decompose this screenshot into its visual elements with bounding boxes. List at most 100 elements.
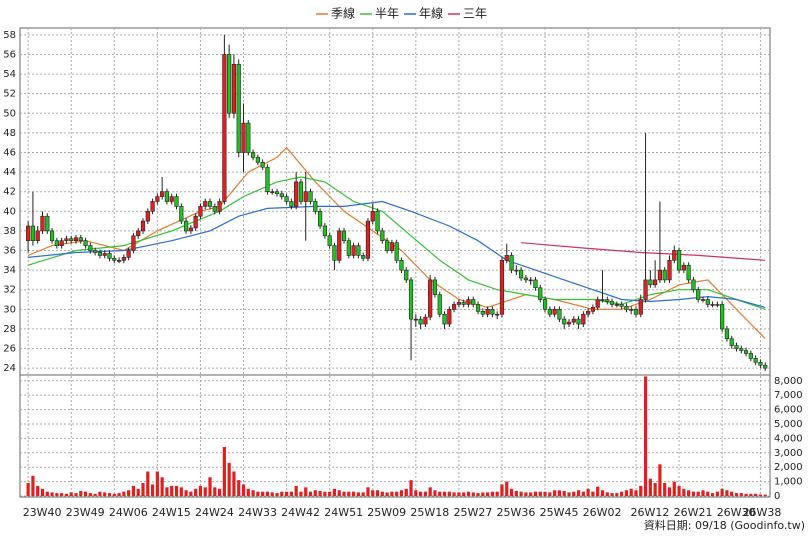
legend-label: 半年 (375, 7, 399, 21)
volume-bar (141, 483, 145, 496)
volume-bar (562, 490, 566, 496)
candle-body (428, 279, 433, 318)
candle-body (126, 250, 131, 258)
candle-body (140, 220, 146, 232)
volume-bar (490, 491, 494, 496)
candle-body (217, 201, 222, 212)
volume-bar (323, 491, 327, 496)
candle-body (198, 206, 203, 217)
candle-body (179, 206, 184, 222)
volume-bar (572, 491, 576, 496)
candle-body (88, 245, 93, 251)
volume-bar (385, 492, 389, 496)
volume-bar (342, 491, 346, 496)
y-tick-label: 38 (3, 226, 16, 237)
volume-bar (256, 491, 260, 496)
volume-bar (615, 493, 619, 496)
volume-bar (351, 491, 356, 496)
candle-body (370, 211, 375, 222)
volume-bar (170, 485, 174, 496)
candle-body (136, 230, 141, 237)
volume-bar (548, 492, 552, 496)
volume-bar (93, 493, 97, 496)
volume-bar (744, 493, 748, 496)
volume-bar (720, 488, 724, 496)
candle-body (533, 279, 538, 289)
candle-body (231, 63, 237, 114)
candle-body (274, 191, 280, 194)
candle-body (183, 220, 189, 232)
volume-bar (730, 491, 734, 496)
volume-bar (404, 488, 408, 496)
volume-bar (26, 483, 30, 496)
volume-bar (208, 477, 212, 496)
volume-bar (734, 493, 739, 496)
volume-bar (519, 491, 523, 496)
volume-bar (146, 471, 150, 496)
candle-body (437, 294, 442, 315)
volume-bar (739, 493, 743, 496)
candle-body (93, 250, 98, 253)
y-tick-label: 50 (3, 108, 16, 119)
y2-tick-label: 5,000 (774, 419, 803, 430)
volume-bar (174, 485, 179, 496)
candle-body (418, 318, 423, 325)
volume-bar (725, 490, 729, 496)
candle-body (653, 279, 658, 286)
candle-body (356, 245, 361, 256)
volume-bar (347, 491, 351, 496)
volume-bar (79, 490, 83, 496)
volume-bar (442, 491, 447, 496)
candle-body (667, 260, 672, 281)
volume-bar (45, 491, 49, 496)
candle-body (624, 306, 629, 310)
volume-bar (706, 491, 710, 496)
candle-body (155, 196, 160, 202)
ma-line (28, 200, 766, 308)
volume-bar (179, 487, 183, 496)
candle-body (700, 299, 706, 301)
volume-bar (639, 485, 643, 496)
candle-body (59, 240, 64, 246)
volume-bar (452, 492, 456, 496)
candle-body (763, 364, 768, 369)
y-tick-label: 32 (3, 285, 16, 296)
y-tick-label: 28 (3, 324, 16, 335)
volume-bar (533, 491, 538, 496)
volume-bar (64, 493, 69, 496)
volume-bar (88, 493, 92, 496)
candle-body (466, 299, 471, 305)
candle-body (64, 238, 69, 242)
volume-bar (31, 475, 35, 496)
candle-body (609, 301, 615, 305)
volume-bar (227, 462, 231, 496)
candle-body (552, 309, 557, 315)
volume-bar (284, 491, 289, 496)
volume-bar (605, 492, 609, 496)
candle-body (696, 289, 701, 300)
y-tick-label: 54 (3, 69, 16, 80)
legend-label: 三年 (463, 7, 487, 21)
volume-bar (261, 491, 265, 496)
volume-bar (131, 485, 136, 496)
volume-bar (395, 491, 399, 496)
volume-bar (332, 488, 337, 496)
candle-body (432, 279, 438, 295)
x-tick-label: 24W33 (238, 506, 277, 519)
volume-bar (658, 464, 662, 496)
candle-body (308, 191, 313, 202)
candle-body (26, 225, 31, 242)
volume-bar (313, 490, 317, 496)
volume-bar (36, 485, 40, 496)
volume-bar (677, 485, 681, 496)
x-tick-label: 26W38 (743, 506, 782, 519)
candle-body (394, 242, 399, 261)
volume-bar (361, 492, 365, 496)
candle-body (298, 181, 304, 202)
volume-bar (60, 493, 64, 496)
volume-bar (246, 488, 250, 496)
candle-body (322, 225, 327, 237)
candle-body (279, 193, 284, 197)
candle-body (480, 310, 485, 315)
